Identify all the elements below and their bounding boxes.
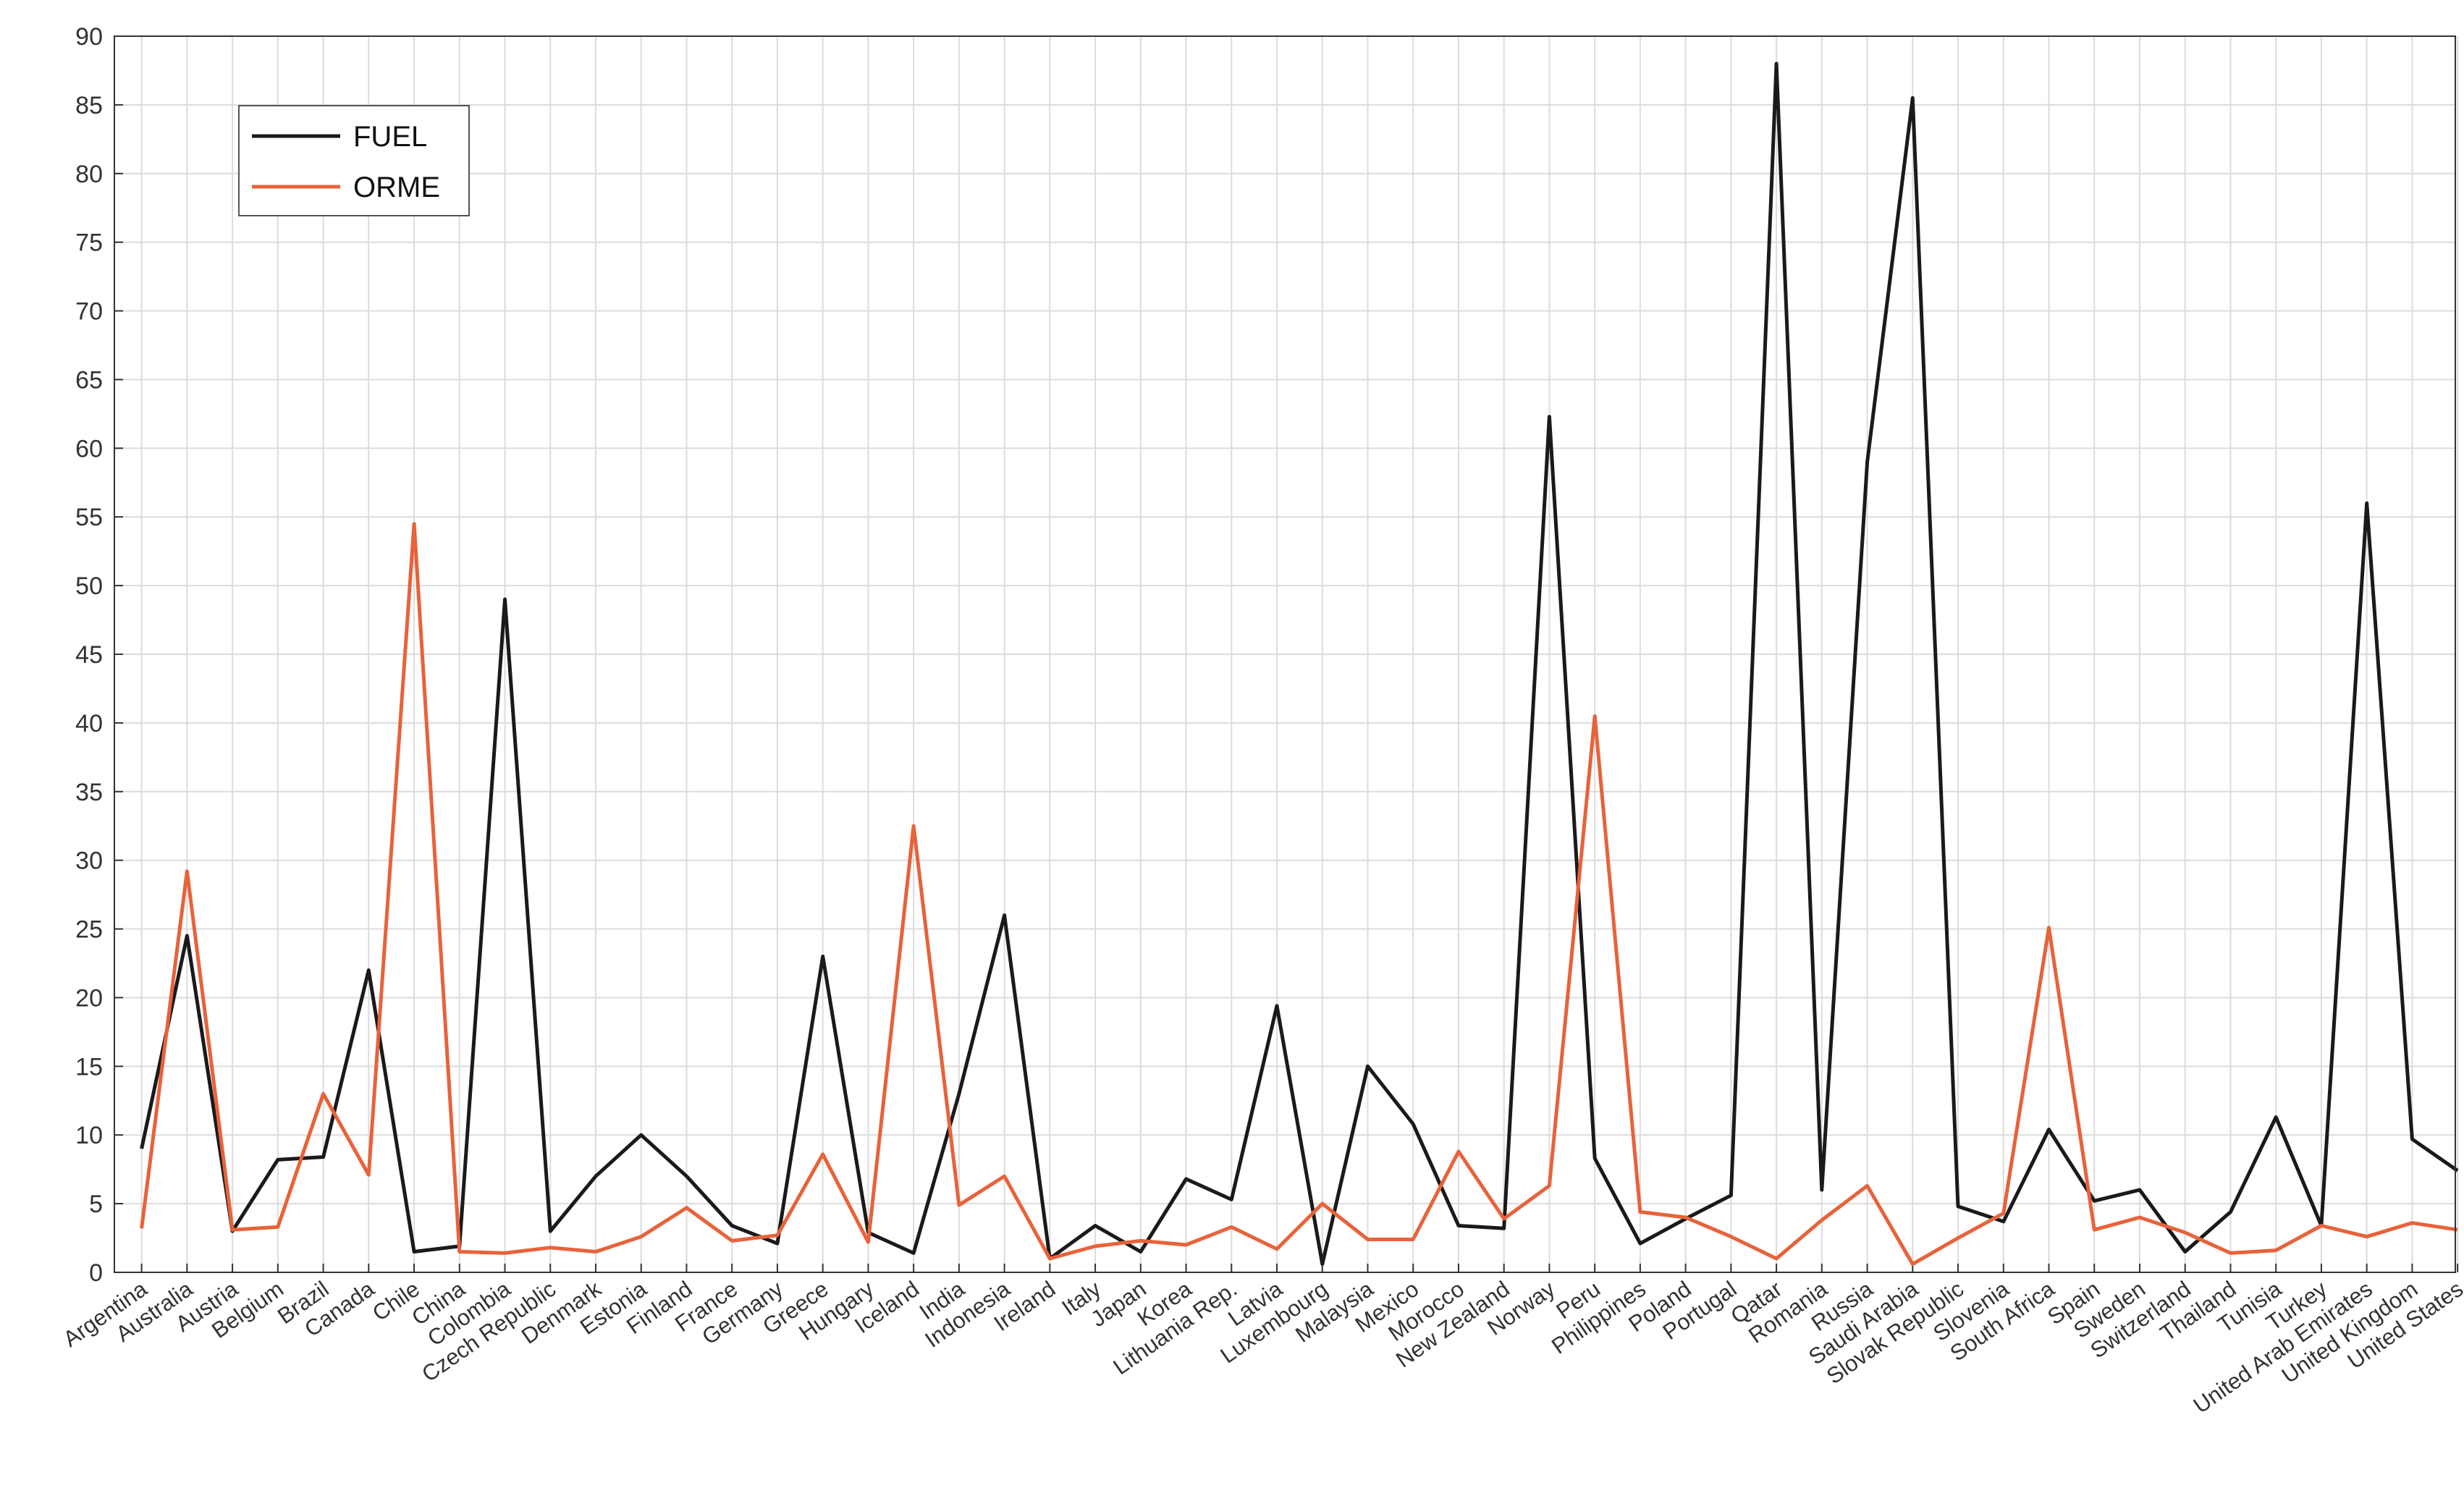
y-tick-label: 35 xyxy=(75,779,103,806)
y-axis: 0 5 10 15 20 25 30 35 40 45 50 55 60 65 70 75 80 85 90 xyxy=(75,23,123,1287)
legend-label-fuel: FUEL xyxy=(353,121,427,153)
y-tick-label: 15 xyxy=(75,1053,103,1081)
series-line-orme xyxy=(140,522,2458,1267)
legend-box xyxy=(238,105,470,216)
y-tick-label: 50 xyxy=(75,572,103,600)
y-tick-label: 45 xyxy=(75,641,103,669)
y-tick-label: 25 xyxy=(75,916,103,944)
y-tick-label: 85 xyxy=(75,92,103,119)
y-tick-label: 30 xyxy=(75,848,103,875)
y-tick-label: 10 xyxy=(75,1122,103,1149)
y-tick-label: 40 xyxy=(75,710,103,737)
y-tick-label: 80 xyxy=(75,161,103,188)
series-lines xyxy=(140,62,2459,1267)
y-tick-label: 75 xyxy=(75,229,103,257)
y-tick-label: 65 xyxy=(75,366,103,394)
legend: FUEL ORME xyxy=(238,105,470,216)
y-tick-label: 5 xyxy=(89,1191,103,1218)
y-tick-label: 70 xyxy=(75,298,103,326)
y-tick-label: 55 xyxy=(75,504,103,531)
legend-label-orme: ORME xyxy=(353,172,440,203)
x-axis: ArgentinaAustraliaAustriaBelgiumBrazilCa… xyxy=(59,1264,2464,1419)
y-tick-label: 90 xyxy=(75,23,103,51)
y-tick-label: 20 xyxy=(75,984,103,1012)
grid xyxy=(114,35,2459,1273)
plot-frame xyxy=(114,35,2456,1273)
series-line-fuel xyxy=(140,62,2459,1267)
y-tick-label: 60 xyxy=(75,435,103,462)
y-tick-label: 0 xyxy=(89,1259,103,1287)
